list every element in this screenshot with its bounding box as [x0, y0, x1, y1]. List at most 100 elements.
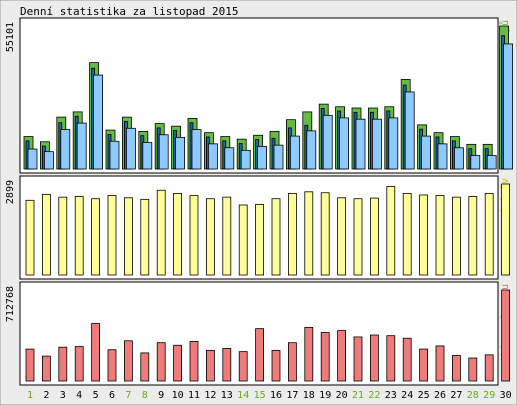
day-label-22: 22 [368, 390, 380, 401]
bar-Návštěv-day-15 [255, 203, 265, 276]
bar-Návštěv-day-25 [419, 194, 429, 276]
bar-Objem-přenosu-day-14 [238, 351, 248, 382]
bar-Objem-přenosu-day-19 [320, 332, 330, 382]
bar-Objem-přenosu-day-25 [419, 348, 429, 382]
bar-Návštěv-day-30 [501, 183, 511, 276]
day-label-21: 21 [352, 390, 364, 401]
bar-Návštěv-day-7 [124, 197, 133, 276]
day-label-2: 2 [43, 390, 49, 401]
panel-visitors: 2899Návštěv [5, 175, 511, 280]
panel-hits-files-pages: 55101Stránek/Souborů/Přístupů [5, 17, 514, 174]
bar-Stránek-day-30 [503, 43, 514, 170]
bar-Objem-přenosu-day-2 [42, 355, 51, 382]
bar-Návštěv-day-24 [402, 192, 412, 276]
bar-Stránek-day-20 [339, 117, 350, 170]
bar-Objem-přenosu-day-6 [107, 349, 117, 382]
bar-Stránek-day-5 [93, 74, 103, 170]
bar-Objem-přenosu-day-4 [74, 346, 84, 382]
y-max-label: 2899 [5, 180, 16, 204]
bar-Stránek-day-19 [322, 114, 333, 170]
bar-Objem-přenosu-day-1 [25, 348, 35, 382]
chart-title: Denní statistika za listopad 2015 [20, 5, 239, 18]
bar-Stránek-day-23 [388, 117, 399, 170]
bar-Návštěv-day-12 [205, 198, 215, 276]
bar-Návštěv-day-23 [386, 186, 396, 276]
bar-Stránek-day-8 [142, 142, 153, 170]
bar-Návštěv-day-6 [107, 195, 117, 276]
bar-Návštěv-day-2 [42, 193, 51, 276]
bar-Návštěv-day-16 [271, 198, 281, 276]
bar-Stránek-day-3 [60, 129, 71, 170]
bar-Objem-přenosu-day-12 [205, 349, 215, 382]
bar-Stránek-day-26 [437, 143, 448, 170]
bar-Objem-přenosu-day-29 [484, 354, 494, 382]
bar-Návštěv-day-13 [222, 196, 232, 276]
day-label-20: 20 [336, 390, 348, 401]
bar-Návštěv-day-9 [156, 189, 166, 276]
bar-Návštěv-day-18 [304, 191, 314, 276]
day-label-30: 30 [500, 390, 512, 401]
bar-Objem-přenosu-day-24 [402, 337, 412, 382]
day-label-5: 5 [93, 390, 99, 401]
bar-Návštěv-day-10 [173, 192, 183, 276]
day-label-13: 13 [221, 390, 233, 401]
bar-Objem-přenosu-day-18 [304, 326, 314, 382]
bar-Stránek-day-11 [191, 129, 202, 170]
day-label-9: 9 [158, 390, 164, 401]
bar-Objem-přenosu-day-10 [173, 344, 183, 382]
bar-Stránek-day-15 [257, 146, 268, 170]
day-label-25: 25 [418, 390, 430, 401]
day-label-11: 11 [188, 390, 200, 401]
bar-Stránek-day-4 [76, 122, 87, 170]
bar-Objem-přenosu-day-21 [353, 336, 363, 382]
day-label-7: 7 [125, 390, 131, 401]
bar-Objem-přenosu-day-7 [124, 340, 133, 382]
bar-Stránek-day-24 [404, 91, 415, 170]
day-label-17: 17 [286, 390, 298, 401]
bar-Objem-přenosu-day-9 [156, 342, 166, 382]
day-label-24: 24 [401, 390, 413, 401]
bar-Stránek-day-14 [240, 149, 251, 170]
bar-Návštěv-day-21 [353, 198, 363, 276]
bar-Objem-přenosu-day-20 [337, 330, 347, 382]
bar-Stránek-day-2 [44, 151, 54, 170]
bar-Objem-přenosu-day-22 [369, 334, 379, 382]
bar-Návštěv-day-4 [74, 196, 84, 276]
y-max-label: 712768 [5, 286, 16, 322]
bar-Návštěv-day-3 [58, 196, 68, 276]
day-label-16: 16 [270, 390, 282, 401]
day-label-4: 4 [76, 390, 82, 401]
bar-Návštěv-day-22 [369, 197, 379, 276]
x-axis-day-labels: 1 2 3 4 5 6 7 8 9 10 11 12 13 14 15 16 17 18 19 20 21 22 23 24 2… [27, 390, 512, 401]
bar-Návštěv-day-29 [484, 192, 494, 276]
bar-Objem-přenosu-day-26 [435, 345, 445, 382]
day-label-18: 18 [303, 390, 315, 401]
day-label-14: 14 [237, 390, 249, 401]
bar-Stránek-day-17 [289, 135, 300, 170]
bar-Objem-přenosu-day-11 [189, 341, 199, 382]
bar-Stránek-day-9 [158, 134, 169, 170]
day-label-8: 8 [142, 390, 148, 401]
bar-Objem-přenosu-day-8 [140, 352, 150, 382]
day-label-6: 6 [109, 390, 115, 401]
bar-Stránek-day-28 [470, 155, 481, 170]
bar-Návštěv-day-11 [189, 195, 199, 276]
bar-Objem-přenosu-day-17 [287, 342, 297, 382]
bar-Objem-přenosu-day-28 [468, 357, 478, 382]
day-label-3: 3 [60, 390, 66, 401]
bar-Stránek-day-6 [109, 140, 120, 170]
day-label-23: 23 [385, 390, 397, 401]
bar-Stránek-day-16 [273, 144, 284, 170]
bar-Stránek-day-21 [355, 118, 366, 170]
bar-Návštěv-day-8 [140, 198, 150, 276]
day-label-19: 19 [319, 390, 331, 401]
bar-Stránek-day-18 [306, 130, 317, 170]
bar-Návštěv-day-20 [337, 197, 347, 276]
panel-kbytes: 712768Objem přenosu [5, 281, 511, 386]
y-max-label: 55101 [5, 22, 16, 52]
bar-Objem-přenosu-day-15 [255, 328, 265, 382]
bar-Stránek-day-7 [126, 127, 136, 170]
bar-Objem-přenosu-day-27 [451, 355, 461, 382]
bar-Stránek-day-12 [207, 143, 218, 170]
